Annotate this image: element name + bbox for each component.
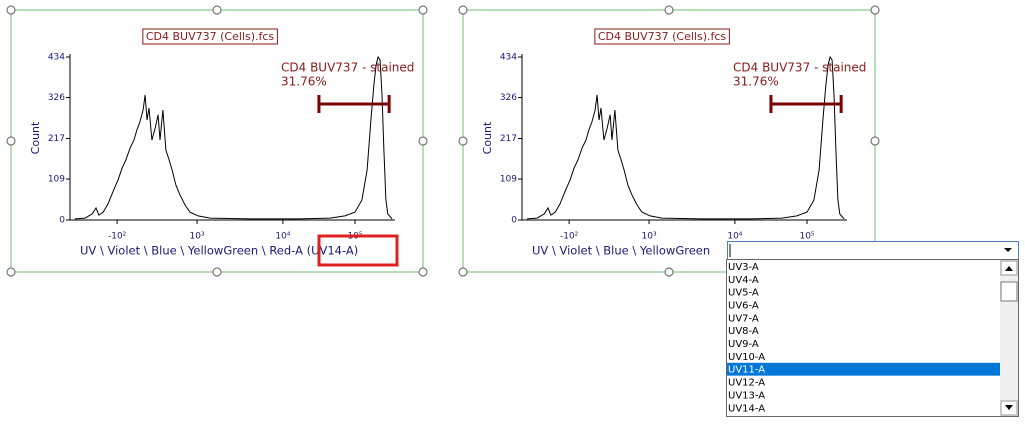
y-tick-label: 109 xyxy=(48,175,65,185)
x-tick-label: 10⁴ xyxy=(275,232,290,242)
x-tick-label: 10⁴ xyxy=(727,232,742,242)
resize-handle[interactable] xyxy=(458,5,468,15)
plot-title: CD4 BUV737 (Cells).fcs xyxy=(598,30,727,43)
resize-handle[interactable] xyxy=(212,267,222,277)
resize-handle[interactable] xyxy=(212,5,222,15)
resize-handle[interactable] xyxy=(6,5,16,15)
list-item[interactable]: UV10-A xyxy=(728,352,765,363)
plot-panel[interactable]: CD4 BUV737 (Cells).fcs 0 109 217 326 434 -10² 1… xyxy=(6,5,428,277)
selected-row xyxy=(727,362,1000,376)
highlight-box xyxy=(317,234,399,267)
resize-handle[interactable] xyxy=(418,267,428,277)
down-arrow xyxy=(1005,405,1013,410)
resize-handle[interactable] xyxy=(6,136,16,146)
resize-handle[interactable] xyxy=(458,267,468,277)
gate-frequency: 31.76% xyxy=(281,75,327,89)
x-tick-label: -10² xyxy=(108,232,127,242)
resize-handle[interactable] xyxy=(418,136,428,146)
y-tick-label: 434 xyxy=(500,53,517,63)
plot-panel[interactable]: CD4 BUV737 (Cells).fcs 0 109 217 326 434 -10² 1… xyxy=(458,5,880,277)
x-axis-label: UV \ Violet \ Blue \ YellowGreen \ Red-A… xyxy=(80,244,358,258)
list-item[interactable]: UV3-A xyxy=(728,262,759,273)
list-item[interactable]: UV5-A xyxy=(728,288,759,299)
gate-bar xyxy=(317,95,391,113)
resize-handle[interactable] xyxy=(664,267,674,277)
gate-bar xyxy=(769,95,843,113)
y-axis-label: Count xyxy=(481,121,494,154)
resize-handle[interactable] xyxy=(6,267,16,277)
histogram-curve xyxy=(526,55,845,220)
resize-handle[interactable] xyxy=(418,5,428,15)
gate-name: CD4 BUV737 - stained xyxy=(281,61,414,75)
list-item[interactable]: UV6-A xyxy=(728,300,759,311)
plot-title: CD4 BUV737 (Cells).fcs xyxy=(146,30,275,43)
list-item[interactable]: UV9-A xyxy=(728,339,759,350)
list-item[interactable]: UV12-A xyxy=(728,378,765,389)
y-axis-label: Count xyxy=(29,121,42,154)
y-tick-label: 0 xyxy=(511,216,517,226)
list-item[interactable]: UV4-A xyxy=(728,275,759,286)
x-tick-label: -10² xyxy=(560,232,579,242)
x-axis-label: UV \ Violet \ Blue \ YellowGreen xyxy=(532,244,710,258)
resize-handle[interactable] xyxy=(664,5,674,15)
scroll-thumb[interactable] xyxy=(1000,281,1018,302)
list-item[interactable]: UV13-A xyxy=(728,390,765,401)
gate-name: CD4 BUV737 - stained xyxy=(733,61,866,75)
gate-frequency: 31.76% xyxy=(733,75,779,89)
y-tick-label: 0 xyxy=(59,216,65,226)
resize-handle[interactable] xyxy=(458,136,468,146)
y-tick-label: 326 xyxy=(48,93,65,103)
x-tick-label: 10⁵ xyxy=(799,232,814,242)
resize-handle[interactable] xyxy=(870,136,880,146)
list-box xyxy=(726,259,1019,417)
x-tick-label: 10³ xyxy=(642,232,657,242)
gate[interactable] xyxy=(769,95,843,113)
list-item[interactable]: UV7-A xyxy=(728,313,759,324)
resize-handle[interactable] xyxy=(870,5,880,15)
list-item[interactable]: UV11-A xyxy=(728,365,765,376)
list-item[interactable]: UV14-A xyxy=(728,403,765,414)
y-tick-label: 217 xyxy=(500,134,517,144)
list-item[interactable]: UV8-A xyxy=(728,326,759,337)
y-tick-label: 326 xyxy=(500,93,517,103)
title-box xyxy=(594,28,730,45)
histogram-curve xyxy=(74,55,393,220)
y-tick-label: 217 xyxy=(48,134,65,144)
title-box xyxy=(142,28,278,45)
y-tick-label: 109 xyxy=(500,175,517,185)
combo-arrow[interactable] xyxy=(1004,248,1012,252)
combo-box[interactable] xyxy=(727,241,1019,260)
x-tick-label: 10³ xyxy=(190,232,205,242)
gate[interactable] xyxy=(317,95,391,113)
up-arrow xyxy=(1005,266,1013,271)
y-tick-label: 434 xyxy=(48,53,65,63)
